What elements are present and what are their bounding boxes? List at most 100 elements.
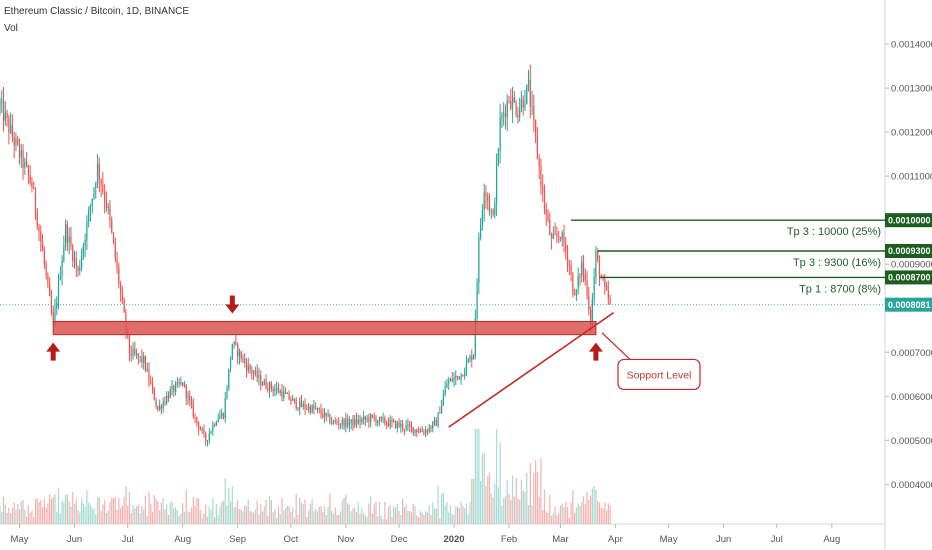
volume-bar xyxy=(89,505,92,524)
candle-body xyxy=(517,114,519,118)
candle-body xyxy=(412,426,414,433)
volume-bar xyxy=(277,506,280,524)
volume-bar xyxy=(327,506,329,524)
candle-body xyxy=(354,419,356,426)
candle-body xyxy=(550,234,553,239)
volume-bar xyxy=(109,501,111,524)
candle-body xyxy=(322,414,324,418)
volume-bar xyxy=(299,497,301,524)
candle-body xyxy=(261,384,264,386)
volume-bar xyxy=(538,496,540,524)
volume-bar xyxy=(444,505,446,524)
candle-body xyxy=(162,401,164,409)
volume-bar xyxy=(31,510,33,524)
candle-body xyxy=(309,406,311,413)
volume-bar xyxy=(336,515,338,524)
candle-body xyxy=(542,186,544,191)
candle-body xyxy=(240,351,242,360)
candle-body xyxy=(481,209,484,225)
volume-bar xyxy=(4,504,6,524)
y-tick-label: 0.0009000 xyxy=(891,260,932,271)
candle-body xyxy=(187,395,189,398)
volume-bar xyxy=(572,490,574,524)
candle-body xyxy=(20,150,22,158)
candle-body xyxy=(488,200,491,211)
candle-body xyxy=(295,399,297,409)
volume-bar xyxy=(17,503,19,524)
volume-bar xyxy=(247,499,249,524)
candle-body xyxy=(70,236,72,247)
volume-bar xyxy=(568,517,570,524)
candle-body xyxy=(401,423,404,429)
candle-body xyxy=(361,419,363,423)
volume-bar xyxy=(428,505,430,524)
candle-body xyxy=(536,135,539,159)
volume-bar xyxy=(558,513,560,524)
target-label: Tp 1 : 8700 (8%) xyxy=(799,283,881,295)
candle-body xyxy=(4,112,6,121)
candle-body xyxy=(68,236,70,243)
candle-body xyxy=(286,393,288,395)
volume-bar xyxy=(357,502,359,524)
candle-body xyxy=(472,354,475,360)
volume-bar xyxy=(224,478,226,524)
volume-bar xyxy=(373,504,375,524)
volume-bar xyxy=(254,509,257,524)
target-price-value: 0.0009300 xyxy=(888,246,931,256)
volume-bar xyxy=(201,517,203,524)
candle-body xyxy=(235,341,237,345)
volume-bar xyxy=(221,502,223,524)
volume-bar xyxy=(382,519,384,524)
candle-body xyxy=(373,416,375,419)
volume-bar xyxy=(82,503,84,524)
volume-bar xyxy=(86,490,88,524)
volume-bar xyxy=(472,478,475,524)
volume-bar xyxy=(192,497,194,524)
volume-bar xyxy=(588,500,590,524)
candle-body xyxy=(577,276,579,290)
candle-body xyxy=(389,419,391,426)
candle-body xyxy=(54,308,56,323)
volume-bar xyxy=(414,505,416,524)
volume-bar xyxy=(268,495,271,524)
candle-body xyxy=(38,226,40,232)
volume-bar xyxy=(45,507,47,524)
x-tick-label: 2020 xyxy=(443,534,464,545)
volume-bar xyxy=(300,502,303,524)
volume-bar xyxy=(313,511,315,524)
volume-bar xyxy=(416,515,418,524)
callout-box[interactable] xyxy=(617,358,701,391)
candle-body xyxy=(107,206,109,208)
volume-bar xyxy=(366,517,368,524)
volume-bar xyxy=(453,514,455,524)
candle-body xyxy=(425,430,427,434)
volume-bar xyxy=(506,480,508,524)
support-zone[interactable] xyxy=(52,320,597,336)
target-price-value: 0.0008700 xyxy=(888,273,931,283)
candle-body xyxy=(494,203,496,215)
candle-body xyxy=(123,299,125,313)
volume-bar xyxy=(561,503,563,524)
candle-body xyxy=(150,380,152,384)
volume-bar xyxy=(456,506,459,524)
candle-body xyxy=(462,374,464,377)
volume-bar xyxy=(91,508,93,524)
volume-bar xyxy=(446,501,448,524)
volume-bar xyxy=(79,512,81,524)
volume-bar xyxy=(362,513,365,524)
candle-body xyxy=(134,349,136,354)
candle-body xyxy=(2,100,5,121)
volume-bar xyxy=(96,497,99,524)
x-tick-label: Sep xyxy=(229,534,246,545)
volume-bar xyxy=(33,517,35,524)
candle-body xyxy=(196,416,198,423)
volume-bar xyxy=(73,503,76,524)
volume-bar xyxy=(469,501,471,524)
candle-body xyxy=(589,309,592,325)
candle-body xyxy=(73,258,76,262)
candle-body xyxy=(446,383,448,388)
volume-bar xyxy=(304,499,306,524)
trendline[interactable] xyxy=(448,311,615,428)
candle-body xyxy=(467,359,469,363)
